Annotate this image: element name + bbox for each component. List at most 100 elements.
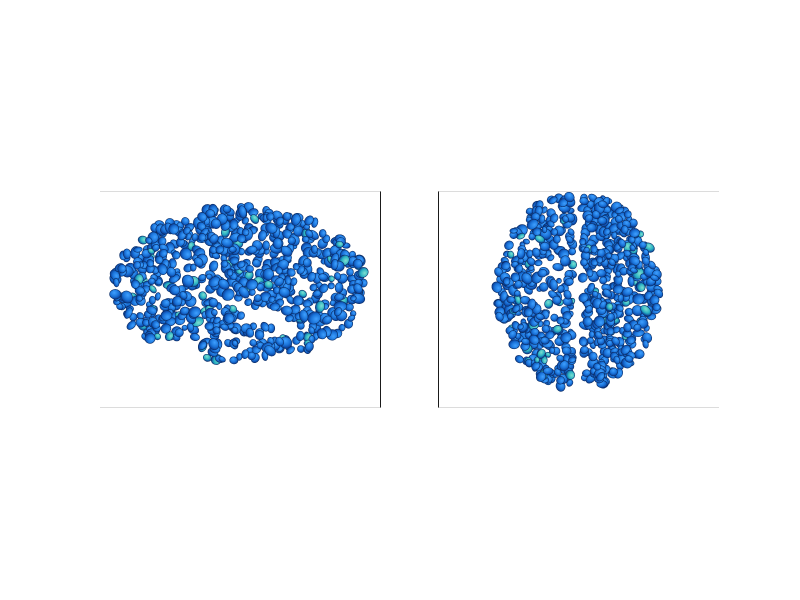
- activation-blob: [212, 326, 221, 335]
- activation-blob: [304, 215, 314, 226]
- activation-blob: [548, 347, 556, 354]
- activation-blob: [629, 244, 636, 252]
- activation-blob: [495, 311, 504, 322]
- activation-blob: [148, 295, 156, 305]
- activation-blob: [171, 250, 181, 260]
- activation-blob: [620, 344, 631, 355]
- activation-blob: [144, 332, 156, 344]
- activation-blob: [526, 249, 534, 259]
- activation-blob: [623, 322, 632, 333]
- activation-blob: [154, 292, 161, 301]
- activation-blob: [160, 310, 173, 321]
- activation-blob: [265, 222, 278, 234]
- activation-blob: [614, 206, 625, 214]
- activation-blob: [523, 307, 534, 317]
- activation-blob: [301, 235, 310, 243]
- activation-blob: [275, 266, 283, 275]
- activation-blob: [607, 312, 615, 322]
- activation-blob: [241, 349, 249, 359]
- activation-blob: [541, 324, 550, 334]
- activation-blob: [627, 276, 635, 287]
- activation-blob: [544, 299, 554, 309]
- activation-blob: [198, 291, 207, 301]
- activation-blob: [330, 258, 339, 271]
- activation-blob: [552, 325, 563, 334]
- activation-blob: [526, 257, 536, 266]
- activation-blob: [514, 264, 523, 274]
- activation-blob: [303, 257, 312, 268]
- activation-blob: [534, 356, 540, 364]
- activation-blob: [269, 302, 280, 311]
- activation-blob: [220, 323, 230, 331]
- activation-blob: [554, 368, 562, 377]
- activation-blob: [164, 331, 174, 341]
- activation-blob: [316, 328, 328, 340]
- activation-blob: [151, 320, 160, 329]
- activation-blob: [650, 274, 660, 282]
- activation-blob: [221, 237, 234, 249]
- activation-blob: [550, 228, 558, 236]
- activation-blob: [568, 247, 577, 256]
- activation-blob: [557, 284, 565, 294]
- activation-blob: [147, 248, 155, 255]
- activation-blob: [579, 197, 589, 205]
- activation-blob: [229, 356, 239, 365]
- activation-blob: [318, 229, 327, 238]
- activation-blob: [206, 273, 213, 280]
- brain-superior-view: [491, 192, 664, 392]
- activation-blob: [222, 205, 232, 214]
- activation-blob: [352, 258, 363, 269]
- activation-blob: [541, 226, 548, 234]
- activation-blob: [211, 309, 218, 317]
- activation-blob: [556, 375, 565, 385]
- activation-blob: [593, 362, 602, 371]
- activation-blob: [231, 339, 239, 347]
- activation-blob: [584, 214, 594, 223]
- activation-blob: [512, 304, 521, 313]
- activation-blob: [215, 245, 225, 254]
- activation-blob: [135, 295, 143, 302]
- activation-blob: [307, 271, 316, 282]
- activation-blob: [609, 367, 618, 377]
- activation-blob: [503, 276, 511, 286]
- activation-blob: [638, 241, 647, 250]
- activation-blob: [244, 298, 253, 307]
- brain-superior-panel: [438, 191, 719, 408]
- activation-blob: [286, 346, 295, 355]
- activation-blob: [521, 338, 531, 346]
- activation-blob: [588, 351, 598, 362]
- activation-blob: [205, 209, 216, 218]
- activation-blob: [642, 248, 649, 257]
- activation-blob: [305, 229, 314, 239]
- activation-blob: [157, 263, 168, 275]
- activation-blob: [606, 339, 614, 348]
- activation-blob: [531, 361, 541, 371]
- activation-blob: [588, 330, 595, 339]
- activation-blob: [548, 196, 558, 205]
- activation-blob: [253, 294, 262, 303]
- activation-blob: [210, 218, 222, 229]
- activation-blob: [560, 255, 571, 267]
- activation-blob: [113, 277, 120, 288]
- activation-blob: [624, 307, 634, 317]
- activation-blob: [516, 232, 526, 240]
- activation-blob: [501, 261, 511, 271]
- activation-blob: [608, 258, 616, 267]
- activation-blob: [296, 330, 305, 342]
- activation-blob: [257, 230, 267, 242]
- activation-blob: [292, 262, 300, 271]
- activation-blob: [182, 226, 191, 235]
- activation-blob: [154, 255, 164, 265]
- activation-blob: [613, 355, 621, 365]
- activation-blob: [124, 307, 133, 319]
- activation-blob: [585, 305, 593, 314]
- activation-blob: [560, 332, 572, 343]
- activation-blob: [528, 334, 540, 345]
- activation-blob: [318, 273, 329, 282]
- activation-blob: [181, 324, 188, 331]
- activation-blob: [504, 240, 514, 251]
- activation-blob: [117, 264, 127, 274]
- activation-blob: [236, 311, 245, 320]
- activation-blob: [188, 306, 201, 318]
- activation-blob: [236, 353, 243, 361]
